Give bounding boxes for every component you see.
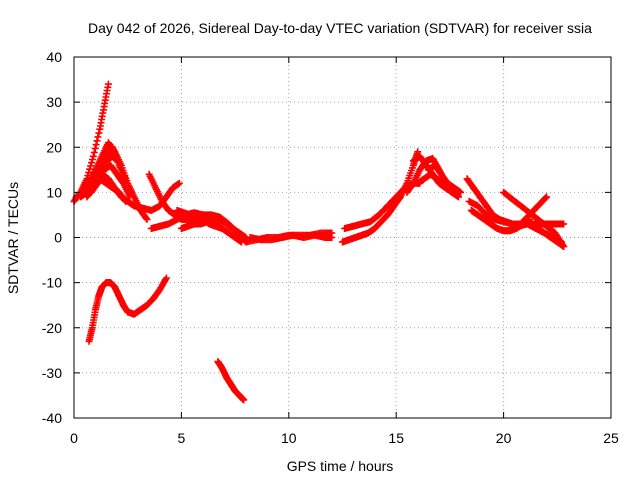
- data-point-marker: [457, 188, 465, 196]
- series-arc-29: [521, 215, 568, 250]
- data-series: [70, 80, 568, 404]
- data-point-marker: [88, 159, 95, 167]
- data-point-marker: [122, 175, 130, 183]
- y-tick-label: -20: [42, 320, 62, 336]
- x-tick-label: 25: [603, 430, 619, 446]
- x-tick-label: 5: [178, 430, 186, 446]
- y-tick-label: 30: [46, 94, 62, 110]
- data-point-marker: [85, 168, 93, 176]
- series-arc-8: [85, 274, 170, 345]
- data-point-marker: [560, 243, 568, 250]
- data-point-marker: [91, 145, 99, 152]
- series-arc-13: [199, 211, 250, 246]
- data-point-marker: [543, 193, 551, 201]
- data-point-marker: [95, 129, 103, 137]
- data-point-marker: [560, 220, 568, 228]
- chart-title: Day 042 of 2026, Sidereal Day-to-day VTE…: [88, 20, 592, 36]
- data-point-marker: [542, 194, 550, 202]
- data-point-marker: [86, 165, 94, 173]
- data-point-marker: [95, 172, 103, 180]
- axis-ticks: 0 5 10 15 20 25 -40 -30 -20 -10 0 10 20 30 40: [42, 49, 619, 446]
- data-point-marker: [88, 156, 96, 163]
- series-arc-26: [500, 188, 568, 250]
- data-point-marker: [142, 214, 150, 222]
- y-tick-label: 20: [46, 139, 62, 155]
- x-axis-label: GPS time / hours: [287, 458, 394, 474]
- data-point-marker: [143, 215, 151, 223]
- y-tick-label: -40: [42, 410, 62, 426]
- x-tick-label: 20: [496, 430, 512, 446]
- data-point-marker: [87, 162, 95, 170]
- x-tick-label: 10: [281, 430, 297, 446]
- x-tick-label: 0: [70, 430, 78, 446]
- data-point-marker: [240, 396, 248, 404]
- y-tick-label: 0: [54, 230, 62, 246]
- y-axis-label: SDTVAR / TECUs: [5, 182, 21, 294]
- y-tick-label: 40: [46, 49, 62, 65]
- x-tick-label: 15: [388, 430, 404, 446]
- y-tick-label: 10: [46, 184, 62, 200]
- series-arc-14: [214, 358, 248, 404]
- series-arc-7: [89, 143, 130, 187]
- data-point-marker: [89, 152, 97, 160]
- data-point-marker: [93, 137, 101, 145]
- series-arc-16: [246, 231, 336, 244]
- data-point-marker: [104, 80, 112, 88]
- data-point-marker: [92, 141, 100, 149]
- y-tick-label: -10: [42, 275, 62, 291]
- series-arc-22: [424, 161, 465, 196]
- series-arc-6: [87, 161, 134, 201]
- data-point-marker: [90, 148, 98, 156]
- data-point-marker: [126, 193, 134, 201]
- data-point-marker: [162, 274, 170, 282]
- data-point-marker: [328, 234, 336, 241]
- y-tick-label: -30: [42, 365, 62, 381]
- data-point-marker: [94, 133, 102, 141]
- series-arc-17: [339, 148, 422, 246]
- data-point-marker: [175, 179, 183, 187]
